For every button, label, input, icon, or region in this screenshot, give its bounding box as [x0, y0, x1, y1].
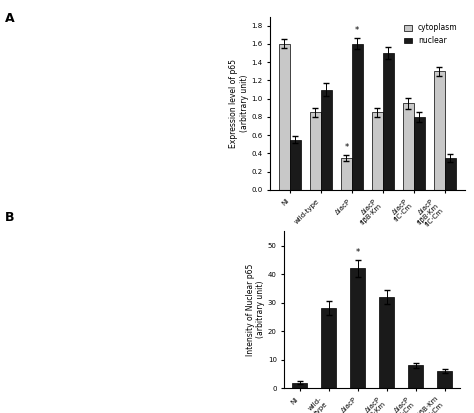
Bar — [290, 140, 301, 190]
Bar — [350, 268, 365, 388]
Bar — [321, 90, 332, 190]
Bar — [279, 44, 290, 190]
Bar — [310, 112, 321, 190]
Bar — [341, 158, 352, 190]
Bar — [292, 382, 307, 388]
Bar — [414, 117, 425, 190]
Bar — [434, 71, 445, 190]
Bar — [352, 44, 363, 190]
Bar — [403, 103, 414, 190]
Bar — [379, 297, 394, 388]
Bar — [408, 366, 423, 388]
Legend: cytoplasm, nuclear: cytoplasm, nuclear — [401, 20, 461, 48]
Text: *: * — [356, 248, 360, 257]
Y-axis label: Expression level of p65
(arbitrary unit): Expression level of p65 (arbitrary unit) — [229, 59, 248, 148]
Text: *: * — [355, 26, 359, 35]
Bar — [372, 112, 383, 190]
Text: A: A — [5, 12, 14, 25]
Y-axis label: Intensity of Nuclear p65
(arbitrary unit): Intensity of Nuclear p65 (arbitrary unit… — [246, 263, 265, 356]
Text: *: * — [344, 142, 348, 152]
Bar — [321, 309, 336, 388]
Bar — [445, 158, 456, 190]
Text: B: B — [5, 211, 14, 223]
Bar — [383, 53, 394, 190]
Bar — [438, 371, 452, 388]
